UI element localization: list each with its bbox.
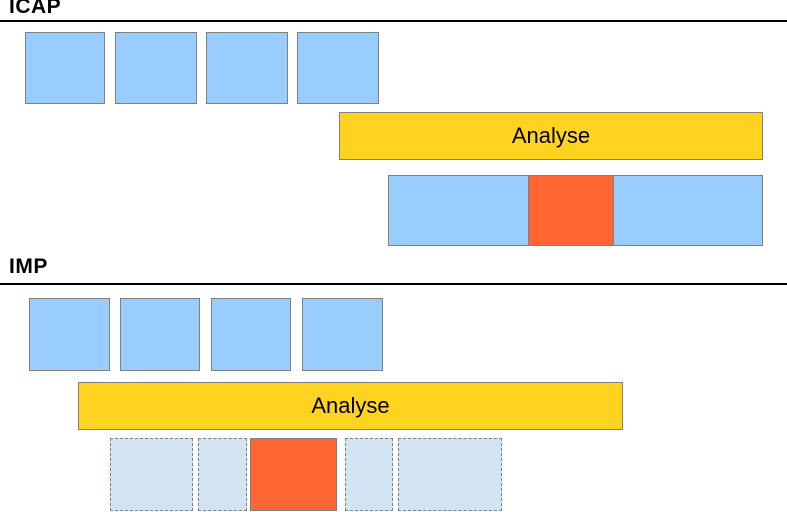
imp-analyse-bar: Analyse [78,382,623,430]
icap-analyse-bar: Analyse [339,112,763,160]
icap-section-title: ICAP [9,0,62,18]
icap-divider-line [0,20,787,22]
imp-section-title: IMP [9,255,48,278]
imp-input-block-1 [29,298,110,371]
imp-input-block-3 [211,298,291,371]
imp-output-highlight-block [250,438,337,511]
imp-input-block-2 [120,298,200,371]
imp-output-block-2 [198,438,247,511]
icap-input-block-4 [297,32,379,104]
imp-divider-line [0,283,787,285]
icap-input-block-1 [25,32,105,104]
imp-output-block-5 [398,438,502,511]
icap-input-block-2 [115,32,197,104]
icap-input-block-3 [206,32,288,104]
icap-result-highlight-block [528,175,614,246]
icap-result-right-block [613,175,763,246]
icap-result-left-block [388,175,529,246]
imp-input-block-4 [302,298,383,371]
imp-output-block-4 [345,438,393,511]
imp-analyse-label: Analyse [311,393,390,418]
imp-output-block-1 [110,438,193,511]
icap-analyse-label: Analyse [511,123,591,148]
